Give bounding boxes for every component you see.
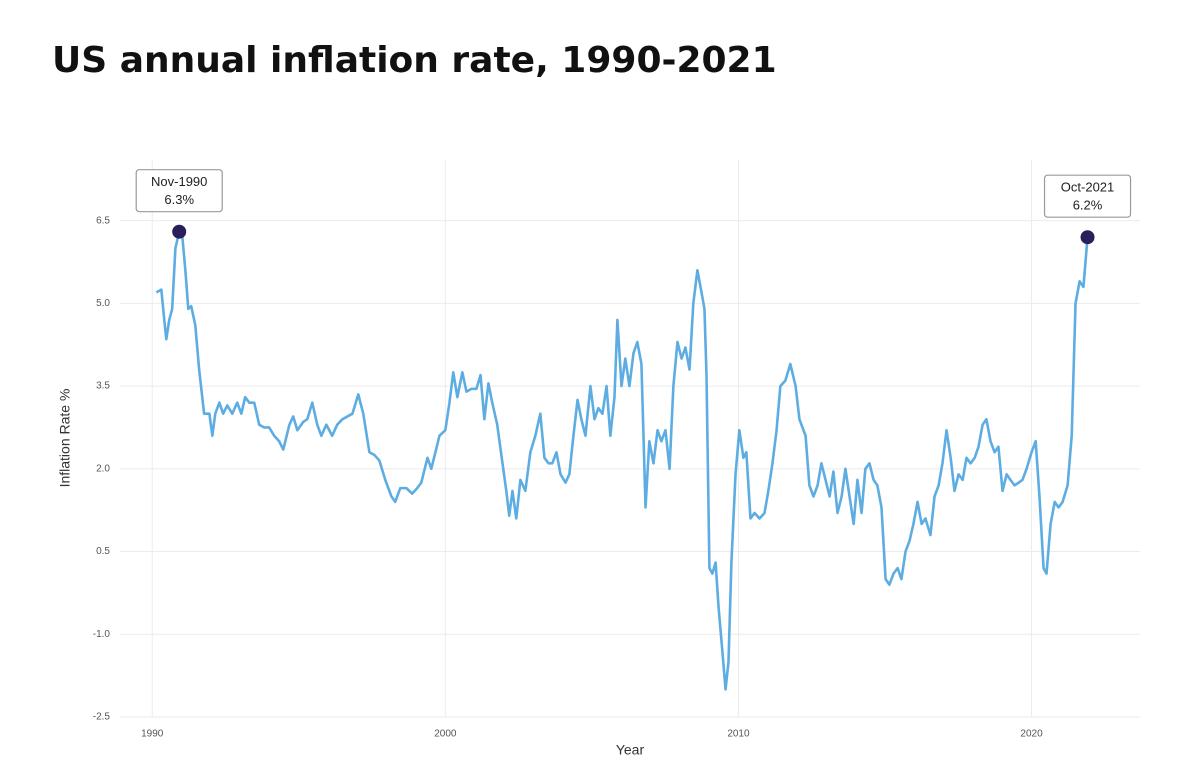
annotation-box: [135, 169, 223, 213]
line: [155, 230, 1089, 691]
y-tick-label: 5.0: [96, 298, 110, 309]
y-tick-label: -2.5: [93, 712, 111, 723]
annotation-date: Nov-1990: [151, 174, 207, 189]
annotation: Oct-2021 6.2%: [1043, 174, 1132, 245]
annotation-point: [1080, 230, 1095, 245]
x-tick-label: 2020: [1020, 729, 1043, 740]
y-tick-label: 6.5: [96, 215, 110, 226]
annotation-box: [1043, 174, 1132, 218]
y-tick-label: 2.0: [96, 463, 110, 474]
annotation: Nov-1990 6.3%: [135, 169, 223, 239]
annotation-label: 6.3%: [164, 192, 194, 207]
x-tick-label: 2000: [434, 729, 457, 740]
annotation-label: 6.2%: [1073, 198, 1103, 213]
y-tick-label: 3.5: [96, 381, 110, 392]
annotation-point: [172, 224, 187, 239]
x-tick-label: 2010: [727, 729, 750, 740]
x-tick-label: 1990: [141, 729, 164, 740]
x-axis-title: Year: [616, 742, 645, 758]
y-tick-label: -1.0: [93, 629, 111, 640]
annotation-date: Oct-2021: [1061, 180, 1114, 195]
chart-title: US annual inflation rate, 1990-2021: [52, 40, 777, 81]
y-axis-title: Inflation Rate %: [57, 389, 73, 488]
y-tick-label: 0.5: [96, 546, 110, 557]
